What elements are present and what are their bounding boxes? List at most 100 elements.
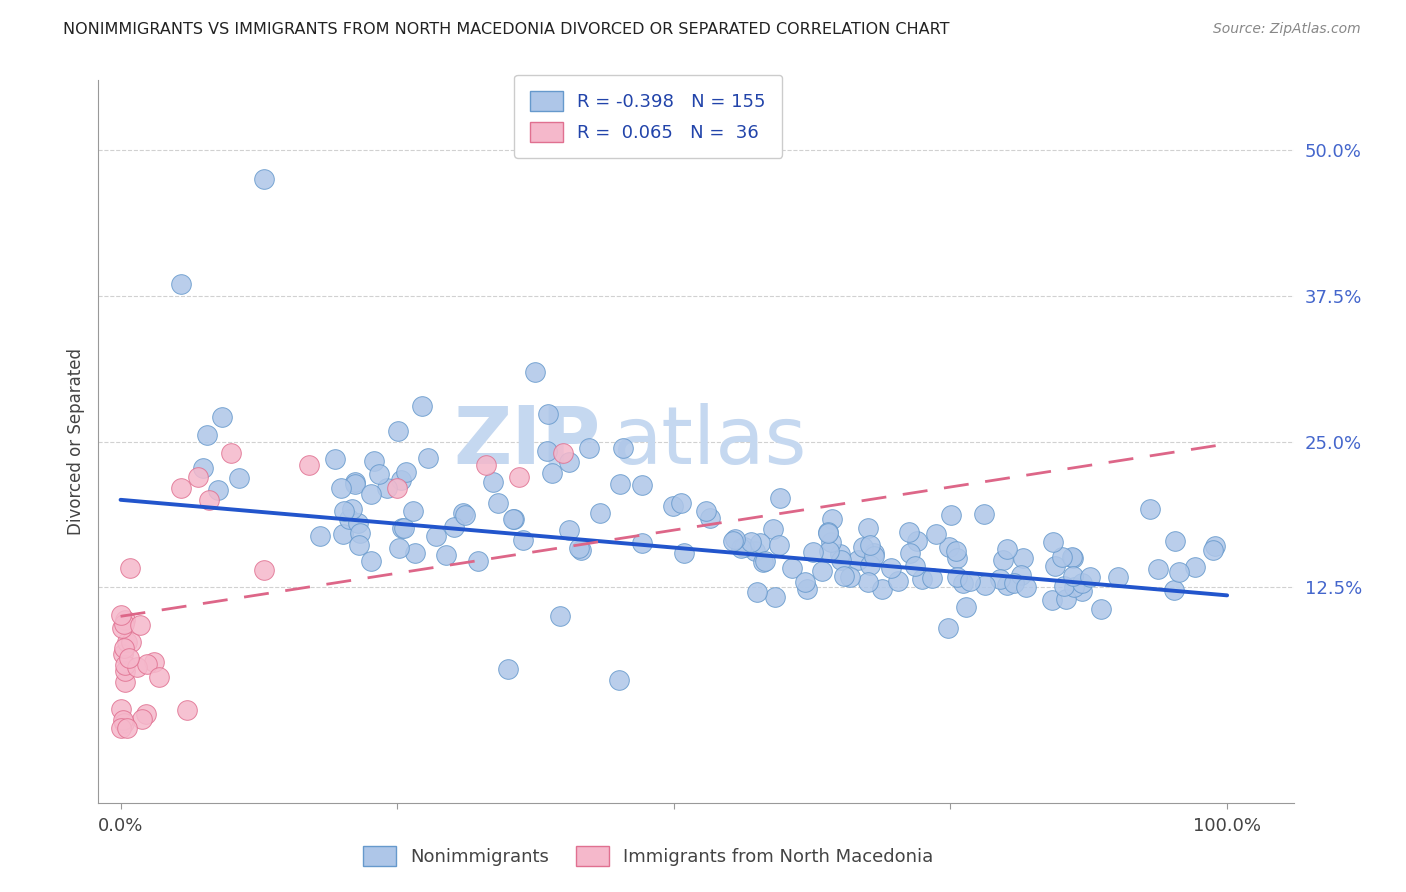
Point xyxy=(730,541,752,556)
Point xyxy=(1002,575,1025,590)
Point xyxy=(512,533,534,548)
Point xyxy=(1053,579,1076,593)
Point xyxy=(110,702,132,716)
Point xyxy=(502,511,524,525)
Point xyxy=(828,547,851,561)
Point xyxy=(578,441,600,455)
Point xyxy=(762,523,785,537)
Point xyxy=(751,555,773,569)
Point xyxy=(228,471,250,485)
Point xyxy=(404,546,426,560)
Y-axis label: Divorced or Separated: Divorced or Separated xyxy=(66,348,84,535)
Point xyxy=(938,540,960,554)
Point xyxy=(191,461,214,475)
Point xyxy=(589,506,612,520)
Point xyxy=(112,617,135,632)
Text: NONIMMIGRANTS VS IMMIGRANTS FROM NORTH MACEDONIA DIVORCED OR SEPARATED CORRELATI: NONIMMIGRANTS VS IMMIGRANTS FROM NORTH M… xyxy=(63,22,950,37)
Point xyxy=(1012,550,1035,565)
Point xyxy=(118,561,141,575)
Point xyxy=(768,538,790,552)
Point xyxy=(1070,576,1092,591)
Point xyxy=(375,481,398,495)
Point xyxy=(859,558,882,572)
Point xyxy=(502,511,524,525)
Point xyxy=(796,582,818,596)
Point xyxy=(1184,559,1206,574)
Point xyxy=(391,521,413,535)
Point xyxy=(211,409,233,424)
Point xyxy=(1050,549,1073,564)
Point xyxy=(486,495,509,509)
Point xyxy=(110,608,132,623)
Text: Source: ZipAtlas.com: Source: ZipAtlas.com xyxy=(1213,22,1361,37)
Point xyxy=(219,446,242,460)
Point xyxy=(114,665,136,679)
Point xyxy=(1043,558,1066,573)
Point xyxy=(745,585,768,599)
Point xyxy=(768,491,790,505)
Point xyxy=(959,574,981,589)
Point xyxy=(945,544,967,558)
Point xyxy=(1010,567,1032,582)
Point xyxy=(662,499,685,513)
Point xyxy=(411,399,433,413)
Point xyxy=(329,481,352,495)
Point xyxy=(540,467,562,481)
Point xyxy=(723,533,745,548)
Point xyxy=(945,550,967,565)
Point xyxy=(801,545,824,559)
Point xyxy=(340,502,363,516)
Point xyxy=(973,507,995,521)
Point xyxy=(740,535,762,549)
Point xyxy=(1163,583,1185,598)
Point xyxy=(363,453,385,467)
Point xyxy=(673,546,696,560)
Point xyxy=(347,538,370,552)
Text: atlas: atlas xyxy=(613,402,807,481)
Point xyxy=(568,541,591,555)
Point xyxy=(863,546,886,560)
Point xyxy=(780,561,803,575)
Point xyxy=(253,563,276,577)
Point xyxy=(1167,565,1189,579)
Point xyxy=(207,483,229,497)
Point xyxy=(832,569,855,583)
Point xyxy=(993,553,1015,567)
Point xyxy=(955,599,977,614)
Point xyxy=(110,721,132,735)
Point xyxy=(387,424,409,438)
Point xyxy=(135,707,157,722)
Point xyxy=(187,469,209,483)
Point xyxy=(198,492,221,507)
Point xyxy=(699,511,721,525)
Point xyxy=(111,713,134,727)
Point xyxy=(195,428,218,442)
Point xyxy=(904,558,927,573)
Point xyxy=(443,519,465,533)
Point xyxy=(938,621,960,635)
Point xyxy=(148,670,170,684)
Point xyxy=(1146,562,1168,576)
Point xyxy=(810,564,832,578)
Point xyxy=(558,523,581,537)
Point xyxy=(754,553,776,567)
Point xyxy=(817,525,839,540)
Point xyxy=(309,529,332,543)
Point xyxy=(1139,501,1161,516)
Point xyxy=(467,554,489,568)
Point xyxy=(820,535,842,549)
Point xyxy=(1054,592,1077,607)
Point xyxy=(136,657,159,672)
Point xyxy=(974,578,997,592)
Point xyxy=(523,365,546,379)
Point xyxy=(118,650,141,665)
Point xyxy=(1062,551,1084,566)
Point xyxy=(1063,580,1085,594)
Point xyxy=(609,477,631,491)
Point xyxy=(856,574,879,589)
Point xyxy=(548,609,571,624)
Point xyxy=(368,467,391,482)
Point xyxy=(112,716,135,731)
Point xyxy=(856,521,879,535)
Point xyxy=(114,614,136,628)
